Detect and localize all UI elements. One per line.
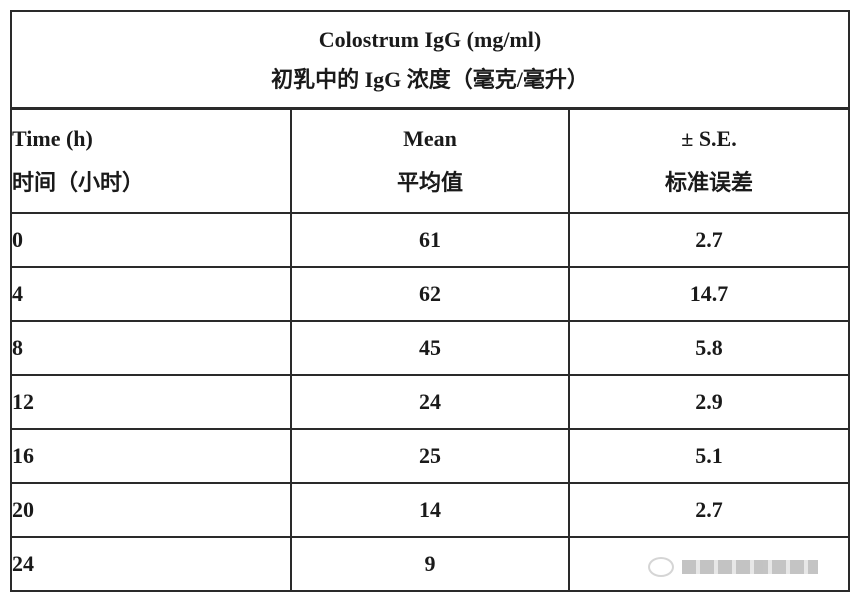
cell-mean: 25 — [290, 428, 570, 484]
cell-se — [568, 536, 850, 592]
cell-se: 14.7 — [568, 266, 850, 322]
table-row: 4 62 14.7 — [10, 266, 850, 322]
cell-se: 2.9 — [568, 374, 850, 430]
cell-time: 4 — [10, 266, 292, 322]
cell-time: 0 — [10, 212, 292, 268]
header-mean: Mean 平均值 — [290, 107, 570, 214]
table-row: 0 61 2.7 — [10, 212, 850, 268]
table-title: Colostrum IgG (mg/ml) 初乳中的 IgG 浓度（毫克/毫升） — [10, 10, 850, 110]
header-se-en: ± S.E. — [681, 126, 737, 151]
watermark — [648, 553, 818, 581]
header-row: Time (h) 时间（小时） Mean 平均值 ± S.E. 标准误差 — [10, 107, 850, 214]
header-mean-en: Mean — [403, 126, 457, 151]
cell-time: 20 — [10, 482, 292, 538]
igg-table: Colostrum IgG (mg/ml) 初乳中的 IgG 浓度（毫克/毫升）… — [10, 10, 850, 592]
cell-mean: 62 — [290, 266, 570, 322]
header-time: Time (h) 时间（小时） — [10, 107, 292, 214]
cell-time: 8 — [10, 320, 292, 376]
title-en: Colostrum IgG (mg/ml) — [318, 26, 542, 52]
table-row: 12 24 2.9 — [10, 374, 850, 430]
watermark-text-image — [682, 560, 818, 574]
table-row: 16 25 5.1 — [10, 428, 850, 484]
header-mean-zh: 平均值 — [396, 170, 463, 195]
table-row: 8 45 5.8 — [10, 320, 850, 376]
cell-time: 12 — [10, 374, 292, 430]
header-se-zh: 标准误差 — [664, 170, 753, 195]
cell-se: 5.8 — [568, 320, 850, 376]
cell-se: 2.7 — [568, 482, 850, 538]
cell-se: 2.7 — [568, 212, 850, 268]
cell-mean: 14 — [290, 482, 570, 538]
cell-mean: 24 — [290, 374, 570, 430]
header-time-zh: 时间（小时） — [12, 170, 145, 195]
cell-se: 5.1 — [568, 428, 850, 484]
header-se: ± S.E. 标准误差 — [568, 107, 850, 214]
table-row: 24 9 — [10, 536, 850, 592]
wechat-logo-icon — [648, 557, 674, 577]
table-row: 20 14 2.7 — [10, 482, 850, 538]
header-time-en: Time (h) — [12, 126, 93, 151]
title-zh: 初乳中的 IgG 浓度（毫克/毫升） — [271, 66, 589, 92]
table-title-row: Colostrum IgG (mg/ml) 初乳中的 IgG 浓度（毫克/毫升） — [10, 10, 850, 110]
cell-mean: 9 — [290, 536, 570, 592]
cell-time: 24 — [10, 536, 292, 592]
cell-time: 16 — [10, 428, 292, 484]
cell-mean: 61 — [290, 212, 570, 268]
cell-mean: 45 — [290, 320, 570, 376]
